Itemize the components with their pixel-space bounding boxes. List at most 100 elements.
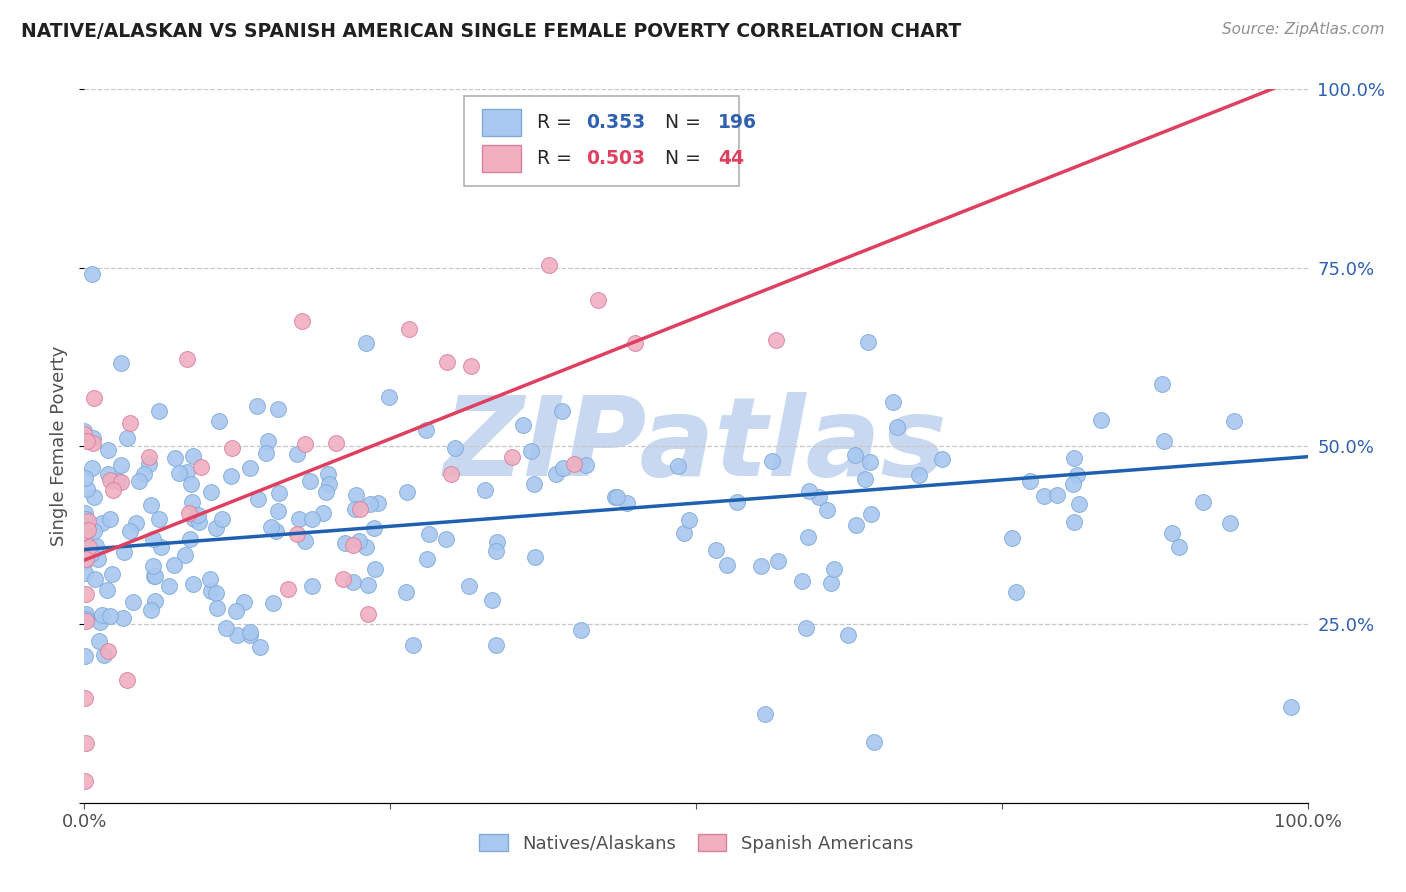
Point bbox=[107, 475, 129, 489]
FancyBboxPatch shape bbox=[482, 109, 522, 136]
Point bbox=[96, 583, 118, 598]
Point bbox=[211, 512, 233, 526]
Point bbox=[167, 466, 190, 480]
Point bbox=[356, 607, 378, 622]
Point bbox=[332, 572, 354, 586]
Point bbox=[165, 450, 187, 465]
Point bbox=[83, 524, 105, 538]
Point bbox=[98, 473, 121, 487]
Point bbox=[97, 442, 120, 457]
Point bbox=[187, 515, 209, 529]
Point bbox=[754, 706, 776, 721]
Point bbox=[853, 472, 876, 486]
Point bbox=[143, 594, 166, 608]
Point bbox=[398, 322, 420, 336]
Point bbox=[794, 621, 817, 635]
Point bbox=[73, 426, 96, 441]
Point bbox=[837, 628, 859, 642]
Point bbox=[110, 357, 132, 371]
Point bbox=[796, 531, 818, 545]
Point bbox=[148, 512, 170, 526]
Point bbox=[205, 521, 228, 535]
Point bbox=[886, 420, 908, 434]
Legend: Natives/Alaskans, Spanish Americans: Natives/Alaskans, Spanish Americans bbox=[474, 829, 918, 858]
Point bbox=[247, 492, 270, 507]
Point bbox=[436, 354, 458, 368]
Text: R =: R = bbox=[537, 113, 578, 132]
Point bbox=[603, 490, 626, 504]
Point bbox=[76, 524, 98, 538]
Point bbox=[354, 335, 377, 350]
Point bbox=[181, 449, 204, 463]
Point bbox=[520, 444, 543, 458]
Point bbox=[75, 614, 97, 628]
Point bbox=[101, 483, 124, 497]
Point bbox=[73, 649, 96, 664]
Point bbox=[333, 536, 356, 550]
Text: 0.353: 0.353 bbox=[586, 113, 645, 132]
Point bbox=[418, 526, 440, 541]
Point bbox=[82, 431, 104, 445]
Point bbox=[364, 562, 387, 576]
Point bbox=[768, 554, 790, 568]
Point bbox=[551, 461, 574, 475]
Point bbox=[221, 441, 243, 455]
Point bbox=[221, 468, 243, 483]
Point bbox=[761, 454, 783, 468]
Point bbox=[75, 612, 97, 626]
Point bbox=[395, 484, 418, 499]
Point bbox=[790, 574, 813, 589]
Point bbox=[1223, 415, 1246, 429]
Point bbox=[318, 476, 340, 491]
Point bbox=[354, 540, 377, 554]
Point bbox=[522, 477, 544, 491]
Point bbox=[678, 513, 700, 527]
Point bbox=[73, 566, 96, 581]
Point bbox=[87, 633, 110, 648]
Point bbox=[1004, 584, 1026, 599]
Point bbox=[262, 595, 284, 609]
Point bbox=[73, 541, 96, 555]
Point bbox=[349, 502, 371, 516]
Point bbox=[485, 544, 508, 558]
Point bbox=[176, 465, 198, 479]
Point bbox=[460, 359, 482, 373]
Point bbox=[80, 267, 103, 281]
Point bbox=[117, 431, 139, 445]
Point bbox=[716, 558, 738, 573]
Point bbox=[125, 516, 148, 531]
Text: 0.503: 0.503 bbox=[586, 149, 645, 168]
Point bbox=[239, 624, 262, 639]
Point bbox=[148, 404, 170, 418]
Point bbox=[139, 603, 162, 617]
Point bbox=[91, 516, 114, 531]
Point bbox=[73, 519, 96, 533]
Point bbox=[101, 567, 124, 582]
Point bbox=[1161, 525, 1184, 540]
Point bbox=[474, 483, 496, 497]
Point bbox=[76, 434, 98, 449]
Point bbox=[83, 391, 105, 405]
Point bbox=[666, 458, 689, 473]
Point bbox=[325, 436, 347, 450]
Point bbox=[575, 458, 598, 472]
Point bbox=[132, 467, 155, 481]
Point bbox=[860, 507, 883, 521]
Point bbox=[90, 607, 112, 622]
Point bbox=[395, 585, 418, 599]
Point bbox=[1279, 699, 1302, 714]
Point bbox=[267, 401, 290, 416]
Text: R =: R = bbox=[537, 149, 578, 168]
Point bbox=[606, 490, 628, 504]
Text: 44: 44 bbox=[718, 149, 744, 168]
Point bbox=[176, 351, 198, 366]
Point bbox=[80, 547, 103, 561]
Point bbox=[312, 506, 335, 520]
Point bbox=[1090, 413, 1112, 427]
Text: 196: 196 bbox=[718, 113, 756, 132]
Point bbox=[73, 774, 96, 789]
Point bbox=[141, 533, 163, 547]
Point bbox=[359, 497, 381, 511]
Point bbox=[1069, 497, 1091, 511]
Point bbox=[200, 485, 222, 500]
